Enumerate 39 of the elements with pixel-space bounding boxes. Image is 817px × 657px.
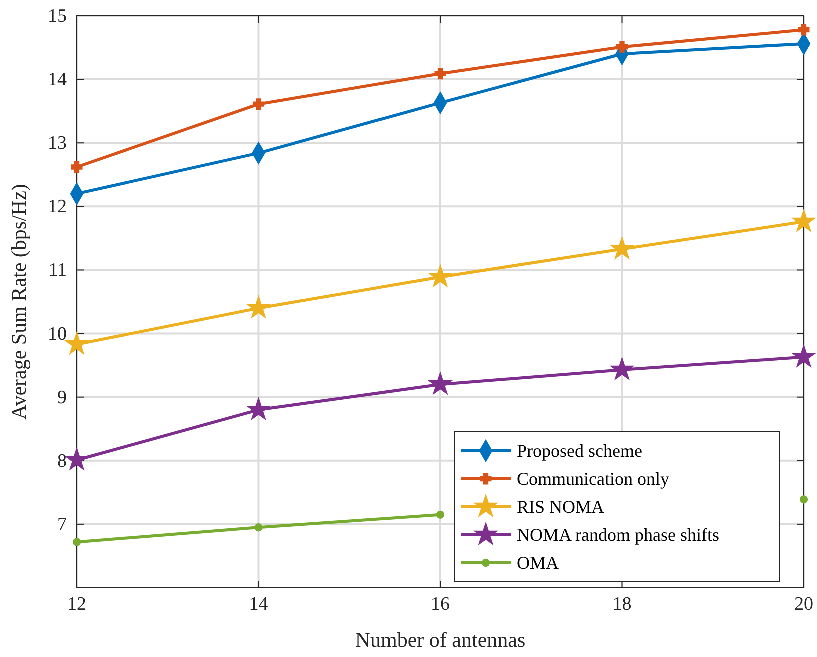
legend-label: Communication only xyxy=(517,469,670,489)
x-tick-label: 20 xyxy=(794,594,814,615)
y-tick-label: 9 xyxy=(58,387,67,408)
point xyxy=(247,296,270,318)
legend-label: OMA xyxy=(517,553,560,573)
point xyxy=(798,24,810,36)
x-tick-label: 14 xyxy=(249,594,269,615)
legend-label: Proposed scheme xyxy=(517,441,642,461)
point xyxy=(616,41,628,53)
x-tick-label: 18 xyxy=(612,594,632,615)
point xyxy=(429,265,452,288)
y-tick-label: 14 xyxy=(48,70,68,91)
x-axis-title: Number of antennas xyxy=(355,628,526,652)
y-tick-label: 13 xyxy=(48,133,67,154)
y-tick-label: 10 xyxy=(48,324,67,345)
y-tick-label: 8 xyxy=(58,450,67,472)
point xyxy=(72,538,82,546)
point xyxy=(66,448,88,470)
point xyxy=(253,98,264,110)
point xyxy=(429,372,452,394)
y-tick-label: 12 xyxy=(48,196,67,218)
point xyxy=(610,358,634,380)
x-tick-label: 16 xyxy=(431,594,450,615)
point xyxy=(71,162,83,174)
y-tick-label: 11 xyxy=(48,260,67,282)
point xyxy=(436,510,445,519)
point xyxy=(792,345,816,368)
y-axis-title: Average Sum Rate (bps/Hz) xyxy=(7,184,31,420)
point xyxy=(610,237,634,260)
point xyxy=(247,398,270,420)
point xyxy=(434,68,446,80)
legend-label: NOMA random phase shifts xyxy=(517,525,720,545)
point xyxy=(254,524,263,532)
point xyxy=(800,496,808,504)
point xyxy=(792,210,816,232)
y-tick-label: 15 xyxy=(48,6,67,27)
legend-label: RIS NOMA xyxy=(517,497,605,517)
point xyxy=(66,332,88,354)
y-tick-label: 7 xyxy=(58,514,67,536)
